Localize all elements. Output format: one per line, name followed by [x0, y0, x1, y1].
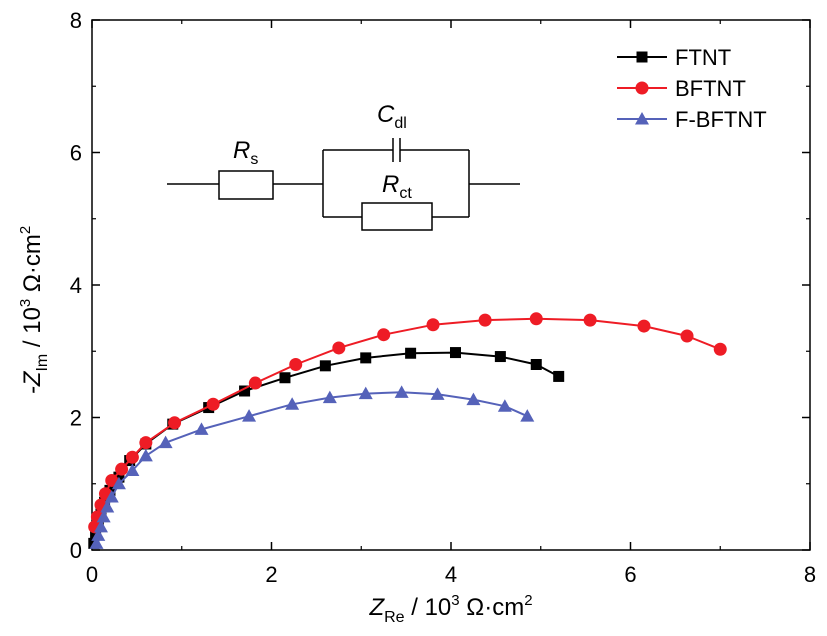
data-point-bftnt	[139, 436, 153, 450]
legend-marker-f-bftnt	[635, 112, 649, 125]
data-point-f-bftnt	[497, 399, 512, 412]
x-tick-label: 6	[624, 562, 636, 587]
x-tick-label: 0	[86, 562, 98, 587]
data-point-bftnt	[583, 313, 597, 327]
legend-label-f-bftnt: F-BFTNT	[675, 107, 767, 132]
rct-resistor	[361, 202, 433, 231]
axis-tick-labels: 0 2 4 6 8 0 2 4 6 8	[70, 8, 816, 587]
data-point-ftnt	[494, 351, 506, 363]
cdl-label: Cdl	[377, 101, 407, 132]
data-point-f-bftnt	[285, 397, 300, 410]
data-point-bftnt	[289, 358, 303, 371]
x-tick-label: 4	[445, 562, 457, 587]
data-point-ftnt	[530, 359, 542, 370]
data-point-bftnt	[680, 329, 694, 343]
y-tick-label: 8	[70, 8, 82, 33]
x-tick-label: 2	[265, 562, 277, 587]
data-point-bftnt	[713, 342, 727, 356]
y-tick-label: 6	[70, 141, 82, 166]
data-point-f-bftnt	[520, 409, 535, 422]
data-point-f-bftnt	[93, 519, 108, 533]
legend: FTNT BFTNT F-BFTNT	[617, 45, 767, 132]
data-point-ftnt	[405, 347, 417, 359]
data-point-bftnt	[206, 397, 220, 411]
data-point-f-bftnt	[158, 435, 173, 449]
data-point-bftnt	[332, 341, 346, 355]
legend-label-bftnt: BFTNT	[675, 76, 746, 101]
y-tick-label: 4	[70, 273, 82, 298]
axis-ticks	[91, 19, 811, 551]
data-series	[88, 312, 727, 549]
data-point-bftnt	[637, 319, 651, 333]
data-point-ftnt	[279, 372, 291, 384]
legend-entry-f-bftnt: F-BFTNT	[617, 107, 767, 132]
data-point-bftnt	[125, 450, 139, 464]
data-point-f-bftnt	[138, 448, 153, 462]
data-point-f-bftnt	[96, 509, 111, 523]
data-point-ftnt	[449, 347, 461, 359]
rs-resistor	[218, 170, 274, 200]
data-point-f-bftnt	[322, 390, 337, 404]
legend-marker-ftnt	[636, 51, 648, 63]
data-point-f-bftnt	[466, 392, 481, 406]
legend-label-ftnt: FTNT	[675, 45, 731, 70]
series-bftnt	[88, 312, 727, 534]
data-point-bftnt	[377, 328, 391, 342]
legend-entry-ftnt: FTNT	[617, 45, 731, 70]
legend-marker-bftnt	[635, 81, 649, 95]
data-point-f-bftnt	[194, 422, 209, 435]
y-tick-label: 0	[70, 538, 82, 563]
data-point-bftnt	[248, 376, 262, 390]
data-point-f-bftnt	[104, 490, 119, 503]
rs-label: Rs	[233, 137, 258, 168]
x-tick-label: 8	[804, 562, 816, 587]
data-point-bftnt	[168, 416, 182, 430]
series-line-f-bftnt	[95, 391, 528, 544]
data-point-bftnt	[529, 312, 543, 326]
data-point-f-bftnt	[394, 385, 409, 398]
data-point-bftnt	[115, 462, 129, 476]
series-f-bftnt	[89, 385, 535, 549]
data-point-f-bftnt	[89, 536, 104, 549]
y-tick-label: 2	[70, 406, 82, 431]
data-point-ftnt	[553, 370, 565, 382]
data-point-bftnt	[426, 318, 440, 332]
data-point-ftnt	[360, 352, 372, 364]
data-point-ftnt	[239, 385, 251, 397]
data-point-f-bftnt	[358, 386, 373, 400]
data-point-f-bftnt	[430, 387, 445, 400]
data-point-bftnt	[105, 473, 119, 487]
x-axis-title: ZRe / 103 Ω·cm2	[368, 592, 532, 626]
data-point-f-bftnt	[91, 528, 106, 541]
data-point-f-bftnt	[100, 499, 115, 513]
rct-label: Rct	[382, 171, 412, 202]
equivalent-circuit-diagram	[167, 138, 520, 231]
data-point-ftnt	[319, 360, 331, 372]
data-point-bftnt	[478, 313, 492, 327]
data-point-f-bftnt	[125, 463, 140, 476]
y-axis-title: -ZIm / 103 Ω·cm2	[17, 226, 51, 394]
data-point-f-bftnt	[242, 409, 257, 422]
data-point-f-bftnt	[111, 476, 126, 490]
legend-entry-bftnt: BFTNT	[617, 76, 746, 101]
